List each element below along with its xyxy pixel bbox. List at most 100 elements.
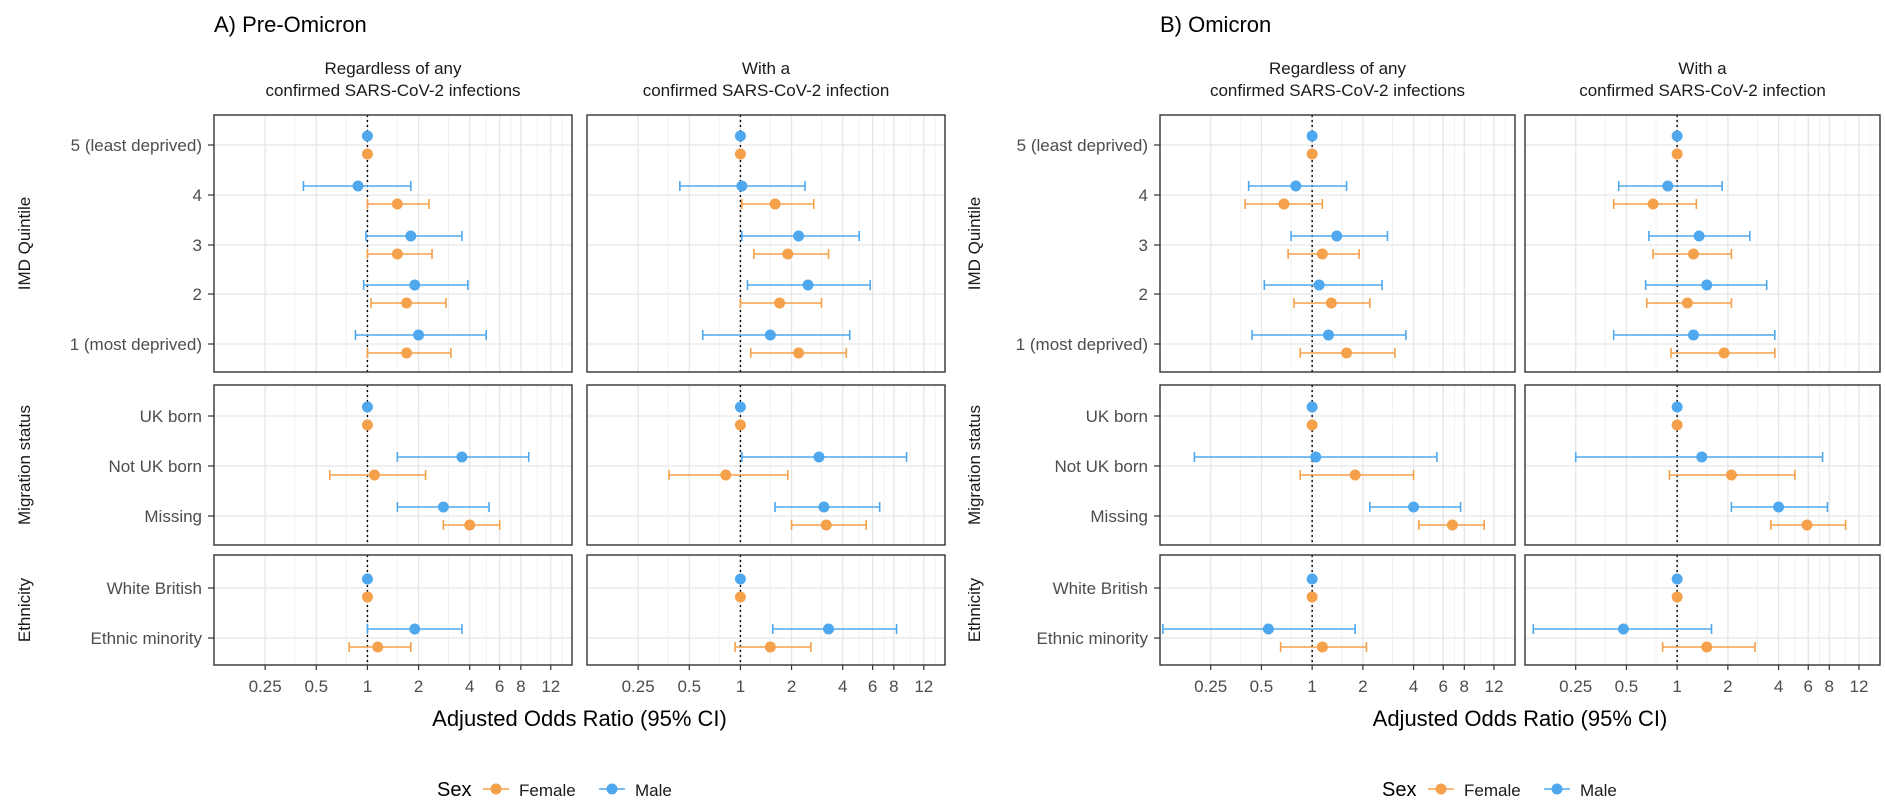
row-group-strip: IMD Quintile [15, 197, 34, 291]
male-point [802, 279, 814, 291]
panel-a-col0-ethnicity [213, 554, 573, 666]
male-point [1693, 230, 1705, 242]
male-point [734, 401, 746, 413]
x-tick-label: 1 [363, 677, 372, 696]
x-tick-label: 0.25 [1194, 677, 1227, 696]
female-point [734, 419, 746, 431]
female-point [391, 198, 403, 210]
row-label: 5 (least deprived) [1017, 136, 1148, 155]
female-point [1306, 591, 1318, 603]
row-label: Ethnic minority [1037, 629, 1149, 648]
panel-b-col0-migration-status [1159, 384, 1516, 546]
male-point [1671, 401, 1683, 413]
row-label: 2 [1139, 285, 1148, 304]
row-group-strip: Ethnicity [15, 577, 34, 642]
row-label: 4 [1139, 186, 1148, 205]
panel-frame [1159, 384, 1516, 546]
male-point [1290, 180, 1302, 192]
panel-frame [586, 554, 946, 666]
female-point [764, 641, 776, 653]
male-point [361, 130, 373, 142]
row-label: Not UK born [1054, 457, 1148, 476]
male-point [1701, 279, 1713, 291]
row-label: 3 [193, 236, 202, 255]
female-point [769, 198, 781, 210]
legend-item-label: Female [519, 781, 576, 800]
panel-b-col0-ethnicity [1159, 554, 1516, 666]
x-tick-label: 1 [1672, 677, 1681, 696]
section-a-axes: Regardless of any confirmed SARS-CoV-2 in… [15, 59, 933, 731]
male-point [1310, 451, 1322, 463]
x-tick-label: 0.5 [1615, 677, 1639, 696]
x-tick-label: 2 [414, 677, 423, 696]
x-tick-label: 2 [1358, 677, 1367, 696]
x-tick-label: 8 [889, 677, 898, 696]
male-point [405, 230, 417, 242]
female-point [368, 469, 380, 481]
x-tick-label: 12 [1484, 677, 1503, 696]
male-point [1696, 451, 1708, 463]
row-label: White British [107, 579, 202, 598]
x-tick-label: 8 [1825, 677, 1834, 696]
panel-a-col1-imd-quintile [586, 114, 946, 373]
x-tick-label: 6 [868, 677, 877, 696]
row-label: White British [1053, 579, 1148, 598]
female-point [1341, 347, 1353, 359]
male-point [1617, 623, 1629, 635]
row-label: UK born [1086, 407, 1148, 426]
female-point [391, 248, 403, 260]
male-point [734, 130, 746, 142]
column-header-line: confirmed SARS-CoV-2 infections [265, 81, 520, 100]
section-title-b: B) Omicron [1160, 12, 1271, 37]
x-axis-title: Adjusted Odds Ratio (95% CI) [432, 706, 727, 731]
male-point [1306, 130, 1318, 142]
row-label: UK born [140, 407, 202, 426]
legend-key-point [490, 783, 502, 795]
row-label: 5 (least deprived) [71, 136, 202, 155]
row-label: Ethnic minority [91, 629, 203, 648]
female-point [1647, 198, 1659, 210]
female-point [1725, 469, 1737, 481]
female-point [1801, 519, 1813, 531]
row-label: Not UK born [108, 457, 202, 476]
female-point [464, 519, 476, 531]
panel-b-col1-imd-quintile [1524, 114, 1881, 373]
male-point [1306, 573, 1318, 585]
male-point [764, 329, 776, 341]
panel-b-col0-imd-quintile [1159, 114, 1516, 373]
female-point [401, 297, 413, 309]
female-point [401, 347, 413, 359]
panel-frame [1159, 554, 1516, 666]
legend-key-point [1435, 783, 1447, 795]
female-point [1446, 519, 1458, 531]
female-point [361, 591, 373, 603]
male-point [736, 180, 748, 192]
panel-frame [1524, 384, 1881, 546]
x-tick-label: 4 [1774, 677, 1783, 696]
x-tick-label: 0.25 [622, 677, 655, 696]
male-point [1262, 623, 1274, 635]
female-point [1325, 297, 1337, 309]
female-point [1306, 419, 1318, 431]
male-point [437, 501, 449, 513]
row-group-strip: Migration status [965, 405, 984, 525]
male-point [1671, 573, 1683, 585]
female-point [372, 641, 384, 653]
row-group-strip: Migration status [15, 405, 34, 525]
female-point [1687, 248, 1699, 260]
panel-frame [1524, 114, 1881, 373]
row-label: 1 (most deprived) [70, 335, 202, 354]
row-label: 1 (most deprived) [1016, 335, 1148, 354]
column-header-line: confirmed SARS-CoV-2 infection [1579, 81, 1826, 100]
male-point [818, 501, 830, 513]
panel-frame [1159, 114, 1516, 373]
legend-title: Sex [437, 779, 471, 801]
male-point [813, 451, 825, 463]
male-point [361, 401, 373, 413]
male-point [793, 230, 805, 242]
male-point [1331, 230, 1343, 242]
male-point [361, 573, 373, 585]
x-axis-title: Adjusted Odds Ratio (95% CI) [1373, 706, 1668, 731]
row-label: 4 [193, 186, 202, 205]
female-point [1718, 347, 1730, 359]
